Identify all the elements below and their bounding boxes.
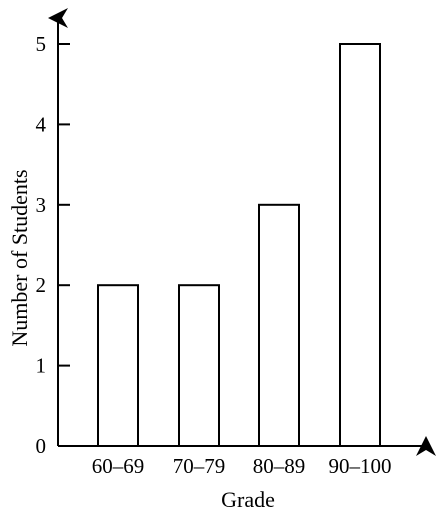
x-tick-label: 70–79: [173, 454, 226, 478]
x-axis-title: Grade: [221, 487, 275, 512]
y-axis-title: Number of Students: [7, 169, 32, 346]
x-tick-label: 80–89: [253, 454, 306, 478]
y-tick-label: 0: [36, 434, 47, 458]
y-tick-label: 5: [36, 32, 47, 56]
y-tick-label: 3: [36, 193, 47, 217]
plot-area: 0 1 2 3 4 5 60–69 70–79 80–89 90–100: [36, 8, 436, 478]
y-tick-label: 4: [36, 112, 47, 136]
bar: [339, 43, 381, 447]
bar: [97, 284, 139, 448]
bar: [178, 284, 220, 448]
x-tick-label: 60–69: [92, 454, 145, 478]
y-tick-label: 2: [36, 273, 47, 297]
y-tick-label: 1: [36, 354, 47, 378]
bar: [258, 203, 300, 447]
x-tick-label: 90–100: [329, 454, 392, 478]
